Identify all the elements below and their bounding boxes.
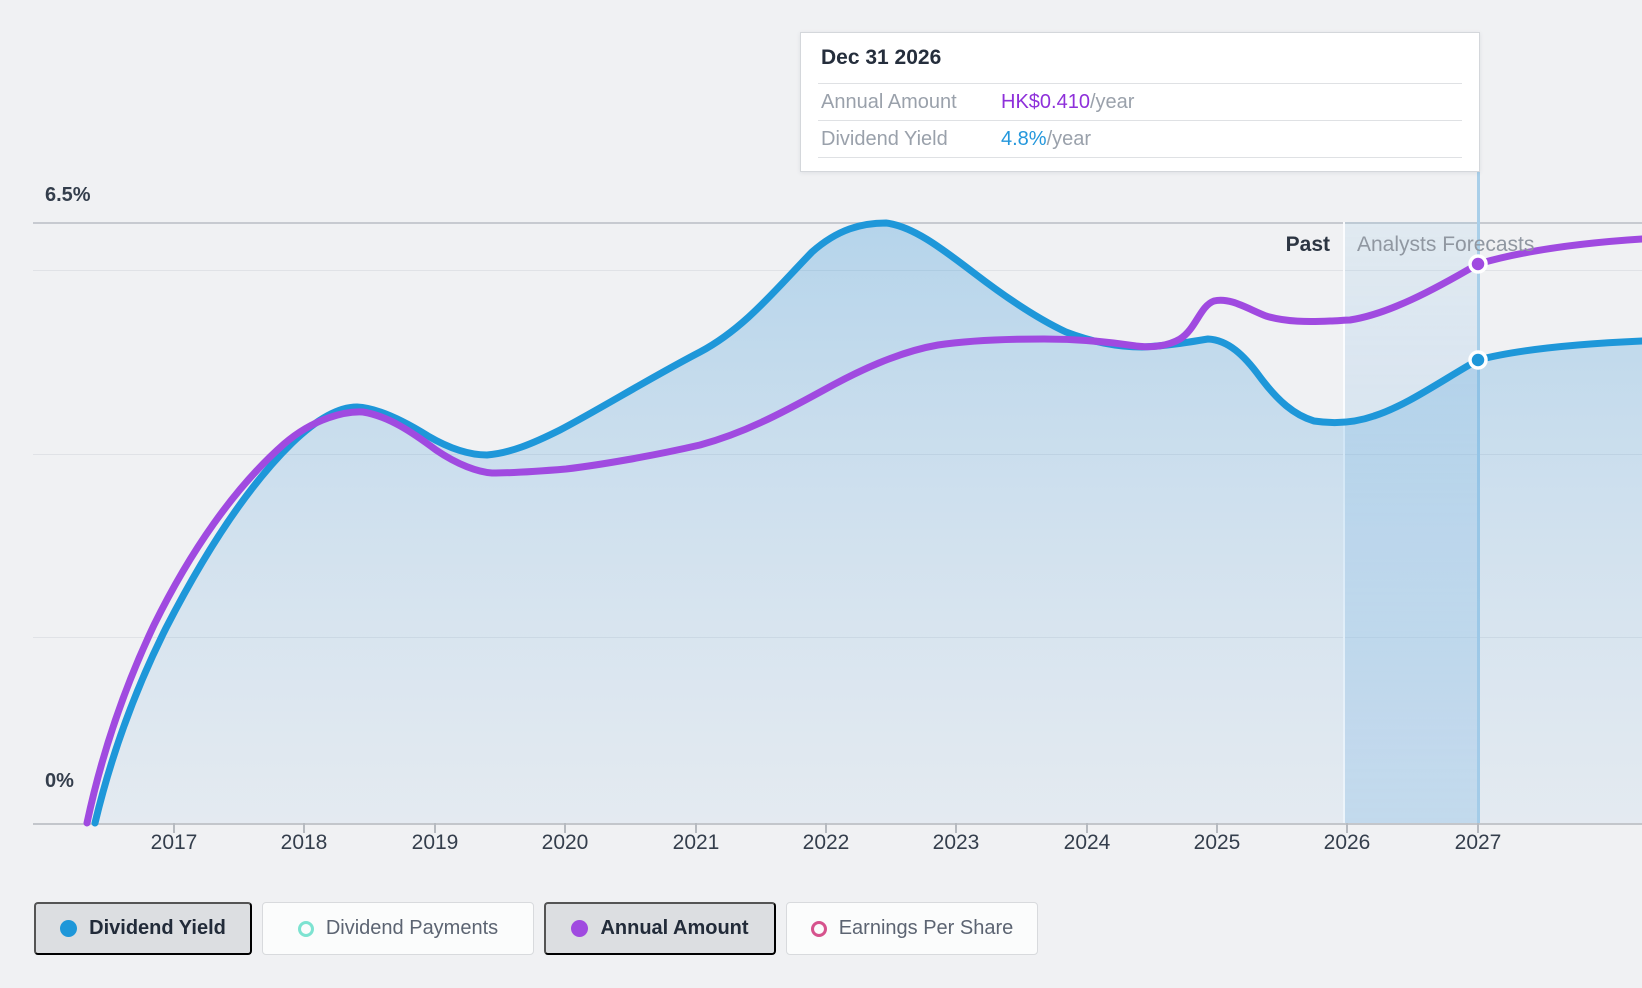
x-label-2018: 2018 (280, 831, 328, 854)
x-tick (825, 823, 827, 833)
x-tick (303, 823, 305, 833)
past-label: Past (1285, 233, 1330, 256)
tooltip-value: HK$0.410 (1001, 90, 1090, 113)
annual-amount-marker[interactable] (1468, 254, 1488, 274)
legend-button-dividend-yield[interactable]: Dividend Yield (34, 902, 252, 955)
legend-button-earnings-per-share[interactable]: Earnings Per Share (786, 902, 1038, 955)
annual-amount-dot-icon (571, 920, 589, 937)
tooltip-value: 4.8% (1001, 127, 1047, 150)
x-label-2019: 2019 (411, 831, 459, 854)
x-label-2025: 2025 (1193, 831, 1241, 854)
analysts-forecasts-label: Analysts Forecasts (1357, 233, 1535, 256)
legend-label: Earnings Per Share (838, 917, 1014, 939)
x-tick (695, 823, 697, 833)
x-tick (1477, 823, 1479, 833)
x-tick (564, 823, 566, 833)
dividend-yield-marker[interactable] (1468, 350, 1488, 370)
legend-label: Dividend Payments (325, 917, 499, 939)
x-label-2022: 2022 (802, 831, 850, 854)
tooltip-date: Dec 31 2026 (818, 33, 1462, 84)
x-tick (955, 823, 957, 833)
x-label-2021: 2021 (672, 831, 720, 854)
annual-amount-line[interactable] (83, 235, 1642, 827)
tooltip-value-suffix: /year (1046, 127, 1092, 150)
x-tick (434, 823, 436, 833)
tooltip-row-dividend-yield: Dividend Yield 4.8% /year (818, 121, 1462, 158)
x-label-2017: 2017 (150, 831, 198, 854)
x-tick (1086, 823, 1088, 833)
x-label-2020: 2020 (541, 831, 589, 854)
x-tick (1216, 823, 1218, 833)
dividend-payments-ring-icon (297, 920, 314, 937)
x-label-2024: 2024 (1063, 831, 1111, 854)
dividend-yield-area (95, 223, 1642, 823)
x-tick (173, 823, 175, 833)
chart-legend: Dividend Yield Dividend Payments Annual … (34, 902, 1038, 955)
dividend-yield-dot-icon (60, 920, 78, 937)
legend-button-dividend-payments[interactable]: Dividend Payments (262, 902, 534, 955)
earnings-per-share-ring-icon (810, 920, 827, 937)
legend-label: Annual Amount (600, 917, 749, 939)
y-axis-min-label: 0% (45, 770, 74, 792)
tooltip-value-suffix: /year (1089, 90, 1135, 113)
x-axis-baseline (33, 823, 1642, 825)
x-label-2023: 2023 (932, 831, 980, 854)
legend-label: Dividend Yield (89, 917, 226, 939)
gridline-6-5pct (33, 222, 1642, 224)
tooltip-row-annual-amount: Annual Amount HK$0.410 /year (818, 84, 1462, 121)
x-tick (1346, 823, 1348, 833)
x-label-2026: 2026 (1323, 831, 1371, 854)
tooltip-label: Dividend Yield (821, 127, 948, 150)
y-axis-max-label: 6.5% (45, 184, 91, 206)
x-label-2027: 2027 (1454, 831, 1502, 854)
legend-button-annual-amount[interactable]: Annual Amount (544, 902, 776, 955)
chart-tooltip: Dec 31 2026 Annual Amount HK$0.410 /year… (800, 32, 1480, 172)
tooltip-label: Annual Amount (821, 90, 957, 113)
